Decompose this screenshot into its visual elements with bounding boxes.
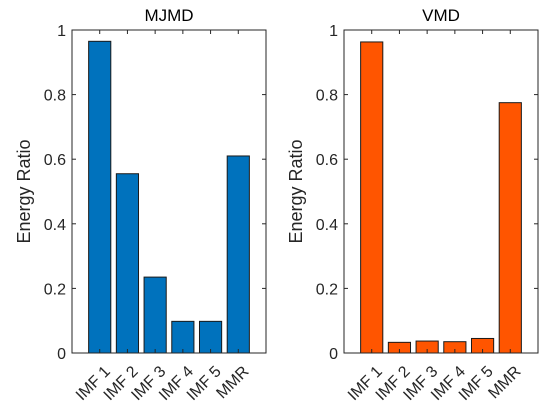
y-tick-label: 0 xyxy=(57,346,66,363)
bar-imf-1 xyxy=(360,41,384,354)
y-tick-label: 0.4 xyxy=(44,217,66,234)
y-tick-label: 1 xyxy=(57,23,66,40)
y-tick-label: 0.6 xyxy=(44,152,66,169)
y-tick-label: 0 xyxy=(329,346,338,363)
y-tick-label: 0.2 xyxy=(44,281,66,298)
bar-imf-4 xyxy=(171,320,195,354)
y-tick-label: 1 xyxy=(329,23,338,40)
bar-imf-2 xyxy=(115,173,140,354)
x-tick-label: MMR xyxy=(485,363,524,402)
y-tick-label: 0.2 xyxy=(316,281,338,298)
panel-title: MJMD xyxy=(144,6,193,25)
y-axis-label: Energy Ratio xyxy=(286,139,306,243)
bar-imf-3 xyxy=(143,276,167,354)
x-tick-label: MMR xyxy=(213,363,252,402)
y-tick-label: 0.8 xyxy=(44,88,66,105)
panel-mjmd: MJMD Energy Ratio 00.20.40.60.81 IMF 1IM… xyxy=(14,6,267,404)
bars xyxy=(360,41,522,354)
bar-mmr xyxy=(226,155,250,354)
y-tick-label: 0.4 xyxy=(316,217,338,234)
plot-area-frame xyxy=(71,29,267,354)
y-axis-label: Energy Ratio xyxy=(14,139,34,243)
bar-mmr xyxy=(498,102,522,354)
y-axis-ticks: 0 0.2 0.4 0.6 0.8 1 xyxy=(316,23,538,363)
y-axis-ticks: 0 0.2 0.4 0.6 0.8 1 xyxy=(44,23,266,363)
bar-imf-1 xyxy=(88,40,112,354)
y-tick-label: 0.8 xyxy=(316,88,338,105)
bars xyxy=(88,40,250,354)
bar-imf-5 xyxy=(198,320,223,354)
panel-title: VMD xyxy=(422,6,460,25)
panel-vmd: VMD Energy Ratio 00.20.40.60.81 IMF 1IMF… xyxy=(286,6,539,404)
plot-area-frame xyxy=(343,29,539,354)
y-tick-label: 0.6 xyxy=(316,152,338,169)
